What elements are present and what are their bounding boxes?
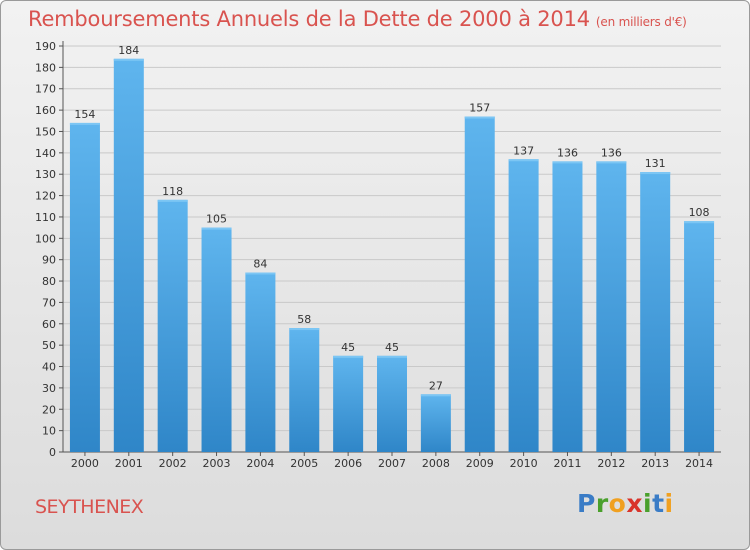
logo-letter: o (608, 489, 627, 518)
bar-2002 (157, 199, 188, 452)
bar-top-highlight (157, 199, 188, 202)
y-tick-label: 20 (42, 403, 56, 416)
logo-letter: r (595, 489, 609, 518)
bar-top-highlight (640, 172, 671, 175)
y-tick-label: 90 (42, 254, 56, 267)
data-label: 105 (206, 213, 227, 226)
bar-2006 (333, 355, 364, 452)
bar-top-highlight (508, 159, 539, 162)
data-label: 118 (162, 185, 183, 198)
y-tick-label: 30 (42, 382, 56, 395)
data-label: 136 (601, 146, 622, 159)
x-tick-label: 2013 (641, 457, 669, 470)
y-tick-label: 80 (42, 275, 56, 288)
x-tick-label: 2005 (290, 457, 318, 470)
data-label: 45 (385, 341, 399, 354)
bar-2001 (113, 58, 144, 453)
bar-top-highlight (377, 355, 407, 358)
bar-top-highlight (420, 394, 451, 397)
data-label: 137 (513, 144, 534, 157)
y-tick-label: 70 (42, 296, 56, 309)
x-tick-label: 2008 (422, 457, 450, 470)
x-tick-label: 2011 (553, 457, 581, 470)
bar-top-highlight (684, 221, 715, 224)
bar-2013 (640, 172, 671, 453)
y-tick-label: 60 (42, 318, 56, 331)
bars (69, 58, 715, 453)
data-label: 184 (118, 44, 139, 57)
bar-2007 (377, 355, 407, 452)
bar-top-highlight (69, 122, 100, 125)
y-tick-label: 140 (35, 147, 56, 160)
y-tick-label: 0 (49, 446, 56, 459)
logo-letter: P (577, 489, 596, 518)
x-tick-label: 2007 (378, 457, 406, 470)
data-label: 45 (341, 341, 355, 354)
x-tick-label: 2004 (246, 457, 274, 470)
data-label: 108 (689, 206, 710, 219)
y-tick-label: 160 (35, 104, 56, 117)
bar-2011 (552, 161, 583, 453)
x-tick-label: 2012 (597, 457, 625, 470)
y-tick-label: 100 (35, 232, 56, 245)
x-tick-label: 2006 (334, 457, 362, 470)
x-tick-label: 2003 (203, 457, 231, 470)
bar-2012 (596, 161, 627, 453)
y-tick-label: 50 (42, 339, 56, 352)
y-tick-label: 120 (35, 190, 56, 203)
bar-top-highlight (552, 161, 583, 164)
bar-top-highlight (289, 328, 320, 331)
bar-top-highlight (596, 161, 627, 164)
bar-top-highlight (333, 355, 364, 358)
x-tick-label: 2014 (685, 457, 713, 470)
y-tick-label: 40 (42, 361, 56, 374)
logo-letter: x (626, 489, 643, 518)
commune-name: SEYTHENEX (35, 496, 144, 518)
x-tick-label: 2009 (466, 457, 494, 470)
logo-letter: t (652, 489, 665, 518)
data-labels: 154 184 118 105 84 58 45 45 27 157 137 136 136 131 108 (74, 44, 709, 392)
bar-top-highlight (201, 227, 232, 230)
proxiti-logo: Proxiti (577, 489, 674, 518)
logo-letter: i (643, 489, 653, 518)
x-tick-label: 2001 (115, 457, 143, 470)
bar-2005 (289, 328, 320, 452)
y-tick-label: 150 (35, 125, 56, 138)
y-tick-label: 180 (35, 61, 56, 74)
bar-top-highlight (464, 116, 495, 119)
bar-top-highlight (113, 58, 144, 61)
x-tick-label: 2000 (71, 457, 99, 470)
bar-2010 (508, 159, 539, 452)
data-label: 27 (429, 379, 443, 392)
data-label: 157 (469, 102, 490, 115)
bar-2009 (464, 116, 495, 452)
bar-top-highlight (245, 272, 276, 275)
chart-title: Remboursements Annuels de la Dette de 20… (28, 7, 687, 31)
y-tick-label: 10 (42, 425, 56, 438)
bar-2014 (684, 221, 715, 452)
bar-2004 (245, 272, 276, 452)
data-label: 58 (297, 313, 311, 326)
data-label: 84 (253, 258, 267, 271)
data-label: 131 (645, 157, 666, 170)
bar-2000 (69, 122, 100, 452)
data-label: 154 (74, 108, 95, 121)
logo-letter: i (664, 489, 674, 518)
bar-2008 (420, 394, 451, 452)
chart-title-text: Remboursements Annuels de la Dette de 20… (28, 7, 590, 31)
x-tick-label: 2002 (159, 457, 187, 470)
y-tick-label: 130 (35, 168, 56, 181)
bar-2003 (201, 227, 232, 452)
x-tick-label: 2010 (510, 457, 538, 470)
y-tick-label: 110 (35, 211, 56, 224)
data-label: 136 (557, 146, 578, 159)
y-tick-label: 190 (35, 40, 56, 53)
y-tick-label: 170 (35, 83, 56, 96)
chart-subtitle: (en milliers d'€) (595, 15, 687, 29)
